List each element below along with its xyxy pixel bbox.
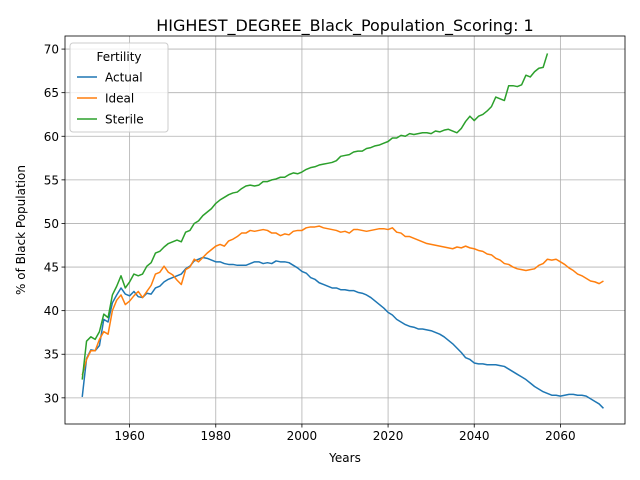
series-line-actual bbox=[81, 256, 604, 409]
x-axis-label: Years bbox=[328, 451, 361, 465]
series-line-sterile bbox=[81, 53, 549, 380]
y-tick-label: 60 bbox=[44, 130, 59, 144]
y-tick-label: 40 bbox=[44, 304, 59, 318]
legend: Fertility Actual Ideal Sterile bbox=[69, 42, 169, 133]
legend-items: Actual Ideal Sterile bbox=[77, 71, 144, 127]
x-tick-label: 2060 bbox=[545, 429, 576, 443]
y-tick-label: 55 bbox=[44, 173, 59, 187]
grid-lines bbox=[65, 36, 625, 424]
y-tick-label: 30 bbox=[44, 391, 59, 405]
legend-title: Fertility bbox=[96, 50, 141, 64]
chart-title: HIGHEST_DEGREE_Black_Population_Scoring:… bbox=[156, 16, 533, 36]
y-tick-label: 45 bbox=[44, 261, 59, 275]
y-tick-label: 70 bbox=[44, 43, 59, 57]
legend-label: Ideal bbox=[105, 92, 134, 106]
legend-label: Actual bbox=[105, 71, 143, 85]
legend-label: Sterile bbox=[105, 113, 144, 127]
x-tick-label: 2000 bbox=[287, 429, 318, 443]
y-tick-label: 35 bbox=[44, 348, 59, 362]
series-line-ideal bbox=[81, 225, 604, 376]
y-tick-label: 65 bbox=[44, 86, 59, 100]
x-tick-label: 2040 bbox=[459, 429, 490, 443]
x-axis-ticks: 1960 1980 2000 2020 2040 2060 bbox=[114, 424, 576, 443]
series-lines bbox=[81, 53, 604, 409]
y-tick-label: 50 bbox=[44, 217, 59, 231]
x-tick-label: 1980 bbox=[200, 429, 231, 443]
plot-frame bbox=[64, 35, 626, 425]
x-tick-label: 1960 bbox=[114, 429, 145, 443]
legend-box bbox=[69, 42, 169, 133]
y-axis-label: % of Black Population bbox=[14, 165, 28, 295]
y-axis-ticks: 30 35 40 45 50 55 60 65 70 bbox=[44, 43, 65, 405]
x-tick-label: 2020 bbox=[373, 429, 404, 443]
